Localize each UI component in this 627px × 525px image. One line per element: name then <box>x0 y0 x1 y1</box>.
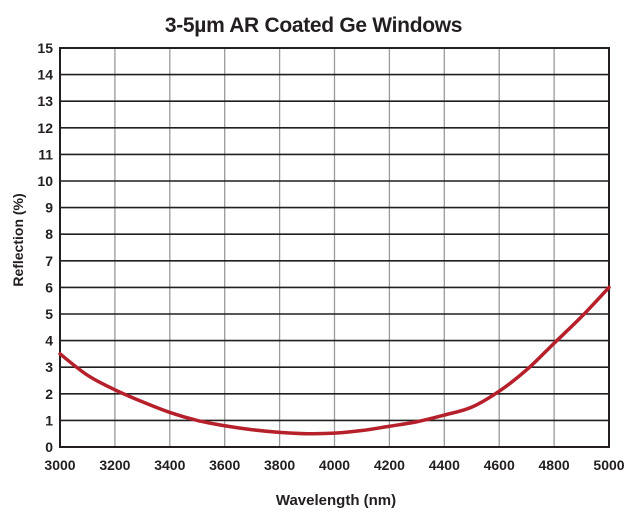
y-tick-label: 7 <box>45 253 53 269</box>
y-tick-label: 6 <box>45 279 53 295</box>
y-tick-label: 12 <box>37 120 53 136</box>
x-tick-label: 4400 <box>429 457 460 473</box>
x-tick-label: 4800 <box>539 457 570 473</box>
plot-frame <box>59 47 610 448</box>
chart-title: 3-5µm AR Coated Ge Windows <box>164 14 463 37</box>
y-tick-label: 3 <box>45 359 53 375</box>
x-tick-label: 3000 <box>44 457 75 473</box>
reflection-series-line <box>58 285 611 436</box>
x-tick-label: 3600 <box>209 457 240 473</box>
y-tick-label: 15 <box>37 40 53 56</box>
y-tick-label: 11 <box>38 146 53 162</box>
y-tick-label: 14 <box>37 67 53 83</box>
y-tick-label: 9 <box>45 200 53 216</box>
x-tick-label: 4200 <box>374 457 405 473</box>
x-tick-label: 4000 <box>319 457 350 473</box>
x-tick-label: 5000 <box>593 457 624 473</box>
y-tick-label: 8 <box>45 226 53 242</box>
y-tick-label: 13 <box>37 93 53 109</box>
x-tick-label: 4600 <box>484 457 515 473</box>
y-tick-label: 1 <box>45 412 53 428</box>
y-tick-label: 5 <box>45 306 53 322</box>
x-tick-label: 3800 <box>264 457 295 473</box>
y-tick-label: 2 <box>45 386 53 402</box>
x-tick-label: 3200 <box>99 457 130 473</box>
y-tick-label: 4 <box>45 333 53 349</box>
y-tick-label: 10 <box>37 173 53 189</box>
x-axis-label: Wavelength (nm) <box>275 492 397 509</box>
x-tick-label: 3400 <box>154 457 185 473</box>
y-tick-label: 0 <box>45 439 53 455</box>
